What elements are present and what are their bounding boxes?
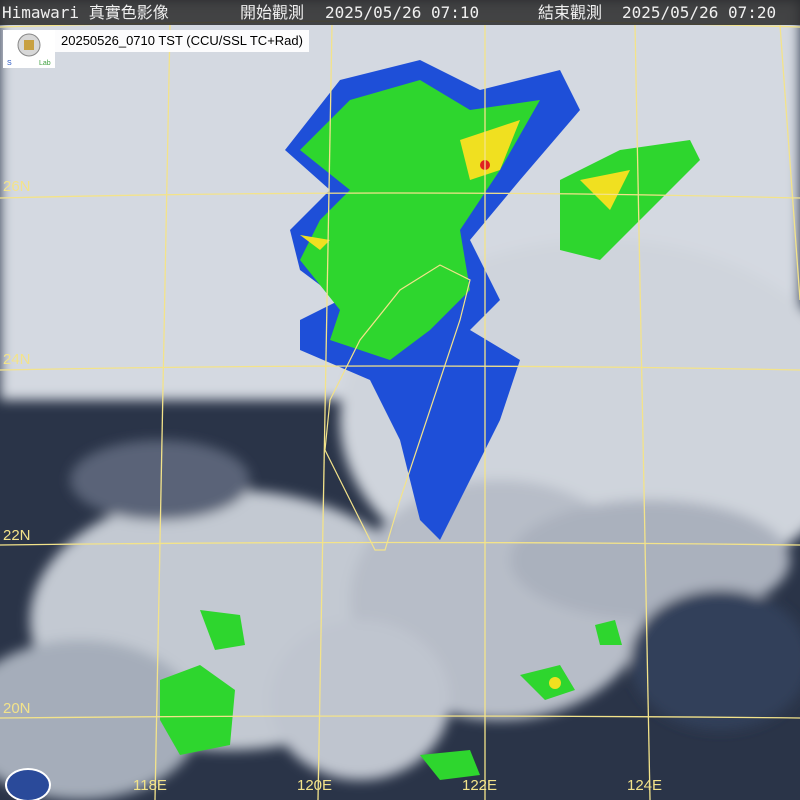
- lon-label-120e: 120E: [297, 777, 333, 794]
- grid-line: [317, 24, 333, 800]
- radar-echo-strong: [300, 120, 630, 250]
- end-time: 2025/05/26 07:20: [622, 3, 777, 22]
- grid-line: [0, 365, 800, 371]
- lon-label-118e: 118E: [133, 777, 167, 794]
- lat-label-26n: 26N: [3, 178, 31, 195]
- lab-logo: S Lab: [3, 30, 55, 68]
- lon-label-124e: 124E: [627, 777, 663, 794]
- radar-echo-moderate: [420, 750, 480, 780]
- radar-echo-moderate: [520, 665, 575, 700]
- svg-text:S: S: [7, 60, 12, 67]
- grid-line: [0, 541, 800, 546]
- grid-line: [154, 24, 171, 800]
- grid-line: [0, 192, 800, 199]
- header-title: Himawari 真實色影像: [2, 3, 169, 22]
- lon-label-122e: 122E: [462, 777, 498, 794]
- radar-echo-moderate: [160, 665, 235, 755]
- product-label: 20250526_0710 TST (CCU/SSL TC+Rad): [55, 30, 309, 52]
- grid-line: [0, 715, 800, 719]
- grid-line: [779, 24, 800, 301]
- svg-text:Lab: Lab: [39, 60, 51, 67]
- end-label: 結束觀測: [538, 3, 603, 22]
- lat-label-22n: 22N: [3, 527, 31, 544]
- radar-echo-moderate: [560, 140, 700, 260]
- lat-label-24n: 24N: [3, 351, 31, 368]
- radar-echo-strong: [549, 677, 561, 689]
- radar-echo-moderate: [595, 620, 622, 645]
- radar-echoes: [160, 60, 700, 780]
- header-bar: Himawari 真實色影像 開始觀測 2025/05/26 07:10 結束觀…: [0, 0, 800, 25]
- radar-echo-moderate: [200, 610, 245, 650]
- taiwan-coastline: [324, 264, 471, 551]
- start-time: 2025/05/26 07:10: [325, 3, 480, 22]
- lat-label-20n: 20N: [3, 700, 31, 717]
- cwa-logo: [5, 768, 51, 800]
- grid-line: [634, 24, 651, 800]
- start-label: 開始觀測: [240, 3, 305, 22]
